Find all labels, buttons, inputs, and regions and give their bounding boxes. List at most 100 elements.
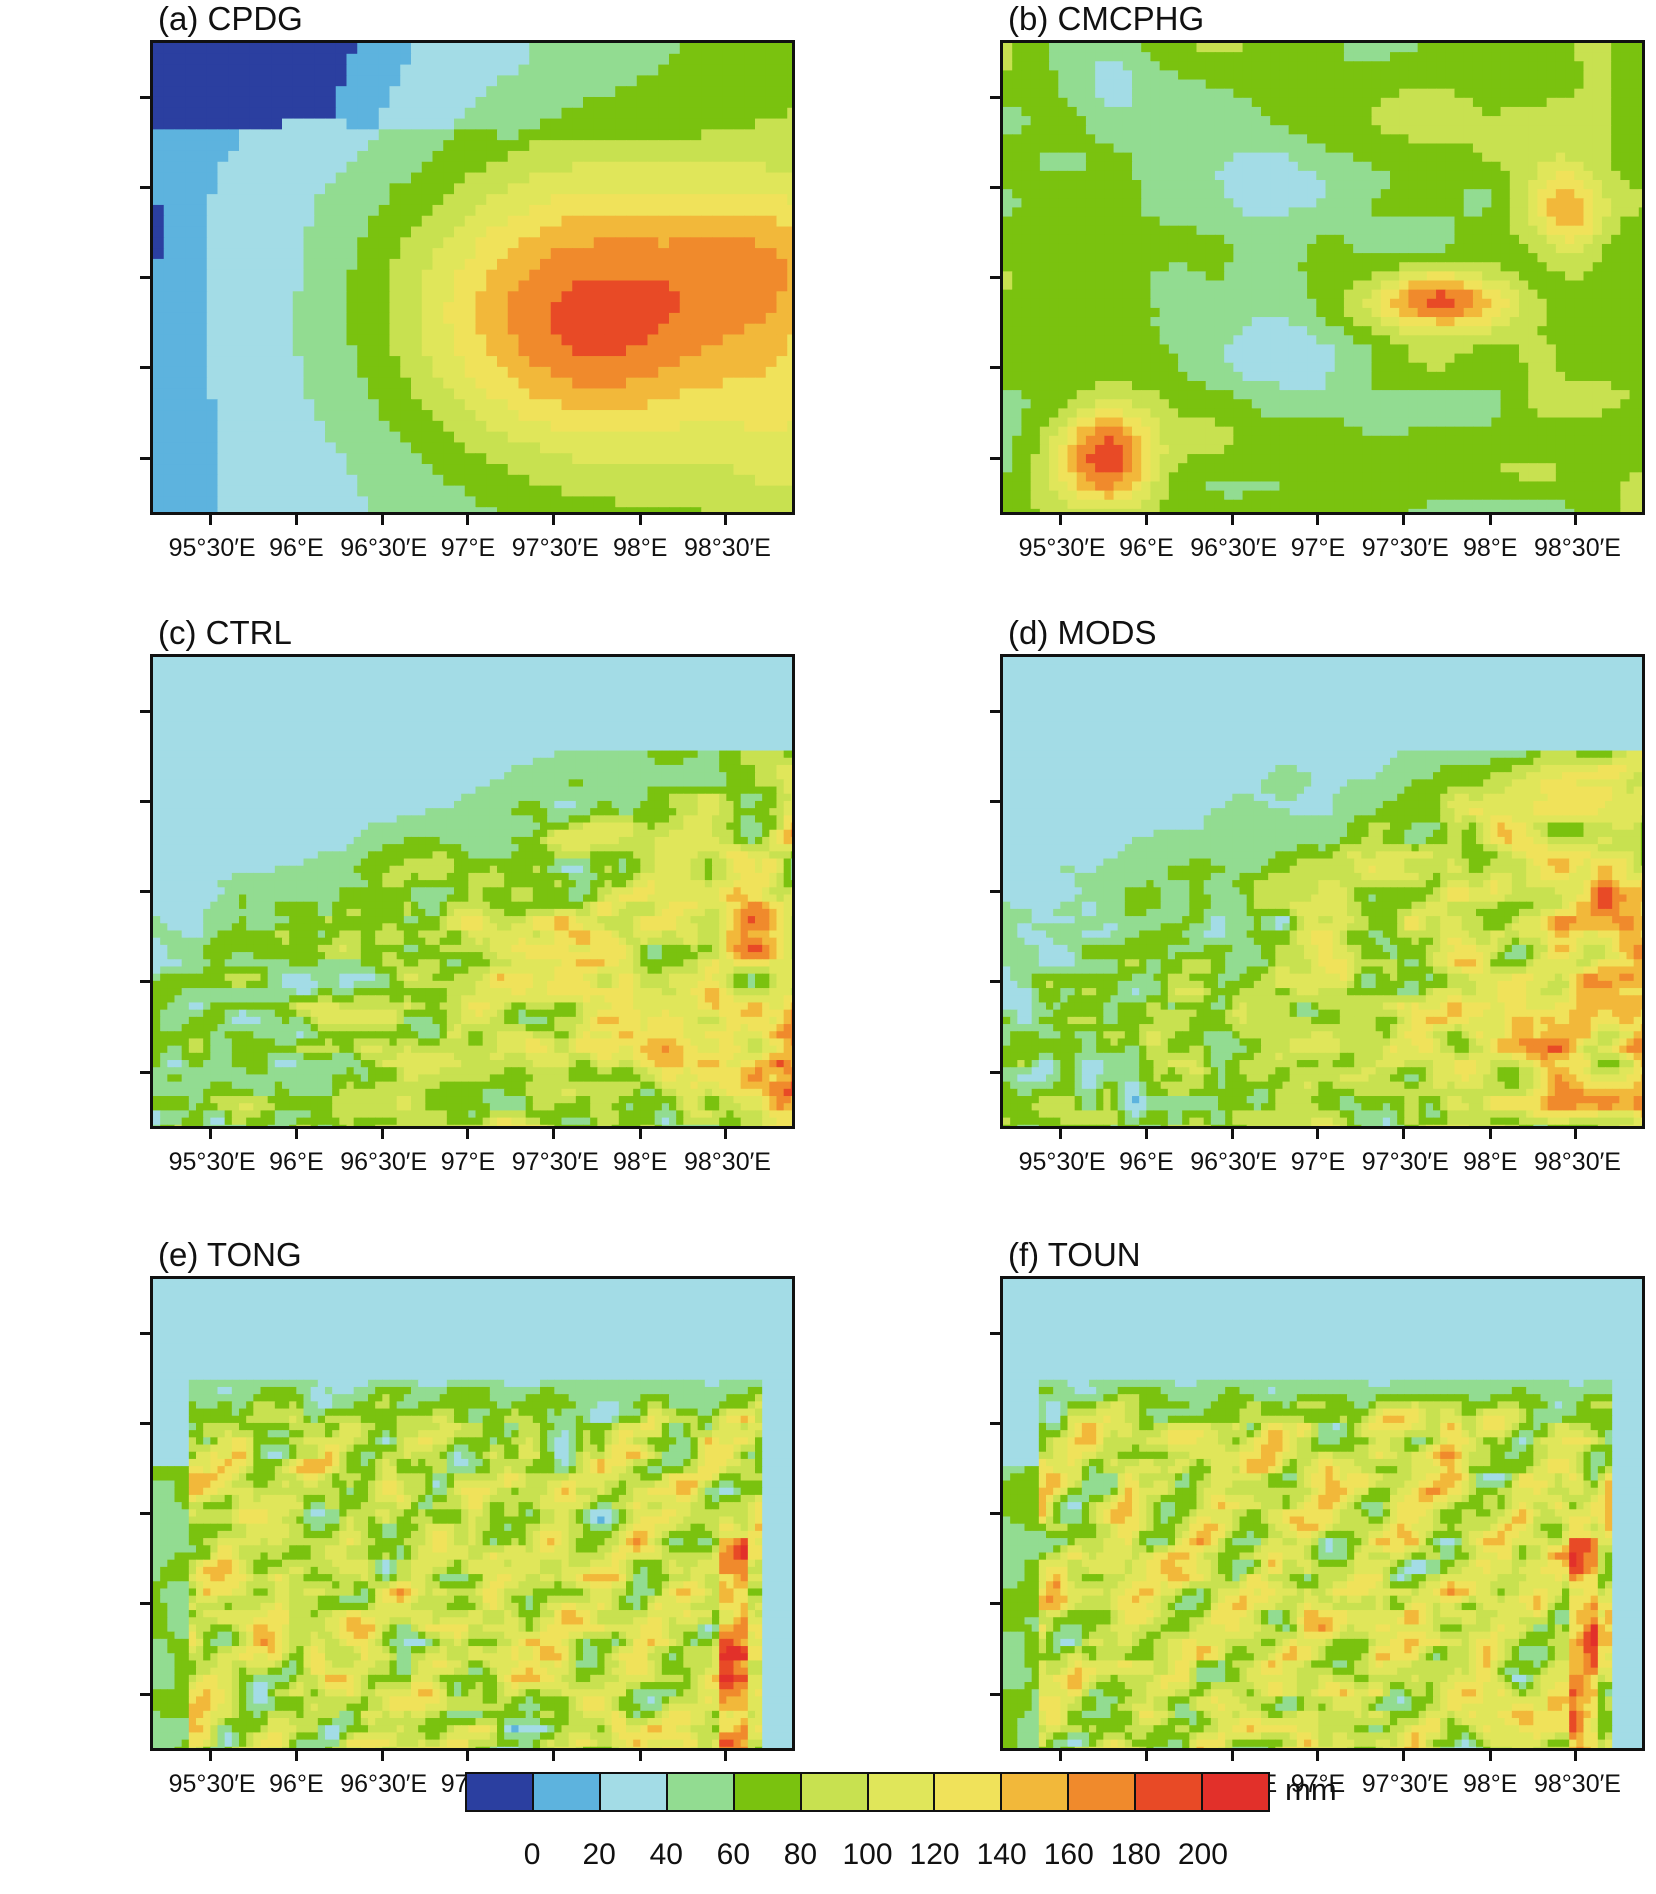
panel-b-cell [1482, 335, 1492, 346]
panel-a-cell [486, 356, 498, 368]
panel-b-cell [1030, 253, 1041, 263]
panel-a-cell [561, 464, 573, 476]
panel-a-cell [733, 64, 745, 76]
panel-b-cell [1261, 326, 1271, 336]
panel-b-cell [1611, 234, 1621, 245]
panel-b-cell [1242, 170, 1253, 181]
panel-b-cell [1463, 97, 1474, 108]
panel-a-cell [411, 345, 423, 357]
panel-a-cell [260, 118, 272, 130]
panel-b-cell [1085, 207, 1096, 218]
panel-b-cell [1049, 225, 1059, 236]
panel-b-cell [1159, 116, 1170, 126]
panel-b-cell [1132, 106, 1142, 117]
panel-a-cell [647, 194, 659, 206]
panel-a-cell [454, 420, 466, 433]
panel-a-cell [271, 507, 283, 512]
panel-a-cell [604, 280, 616, 292]
panel-a-cell [271, 485, 283, 498]
panel-b-cell [1491, 234, 1502, 245]
panel-b-cell [1343, 234, 1354, 245]
panel-b-cell [1583, 307, 1594, 318]
panel-a-cell [249, 366, 262, 379]
panel-a-cell [464, 442, 477, 454]
panel-b-cell [1500, 180, 1511, 190]
panel-a-cell [335, 366, 348, 379]
panel-b-cell [1288, 70, 1299, 81]
panel-a-cell [593, 107, 606, 120]
panel-b-cell [1178, 280, 1188, 291]
panel-b-cell [1132, 198, 1142, 209]
panel-b-cell [1233, 70, 1244, 81]
panel-b-cell [1039, 271, 1050, 282]
panel-a-cell [475, 150, 487, 163]
panel-a-cell [378, 140, 391, 152]
panel-a-cell [378, 129, 391, 141]
panel-a-cell [561, 194, 573, 206]
panel-a-cell [400, 312, 412, 325]
panel-a-cell [292, 258, 305, 271]
panel-a-cell [346, 388, 358, 400]
panel-b-cell [1546, 207, 1557, 218]
panel-b-cell [1629, 216, 1640, 227]
panel-b-cell [1122, 198, 1133, 209]
panel-a-cell [378, 64, 391, 76]
panel-a-cell [325, 75, 337, 87]
panel-b-cell [1150, 52, 1161, 62]
panel-a-cell [335, 215, 348, 228]
panel-a-cell [206, 410, 219, 422]
panel-b-cell [1067, 262, 1078, 272]
panel-b-cell [1343, 271, 1354, 282]
panel-b-cell [1362, 280, 1373, 291]
panel-a-cell [432, 312, 444, 325]
panel-b-cell [1003, 180, 1013, 190]
panel-b-cell [1353, 161, 1363, 172]
panel-a-cell [206, 118, 219, 130]
panel-a-cell [443, 248, 455, 260]
panel-a-cell [314, 453, 326, 465]
panel-a-cell [604, 377, 616, 390]
panel-a-cell [368, 96, 380, 109]
panel-a-cell [153, 75, 165, 87]
panel-a-cell [282, 194, 294, 206]
panel-a-cell [411, 323, 423, 336]
panel-b-cell [1150, 335, 1161, 346]
panel-b-cell [1196, 335, 1207, 346]
panel-a-cell [636, 140, 649, 152]
panel-b-cell [1546, 280, 1557, 291]
panel-a-cell [615, 258, 627, 271]
panel-a-cell [325, 496, 337, 508]
panel-a-cell [765, 485, 778, 498]
panel-b-cell [1067, 180, 1078, 190]
panel-a-cell [733, 194, 745, 206]
panel-b-cell [1251, 125, 1262, 135]
panel-a-cell [765, 64, 778, 76]
panel-a-cell [679, 464, 692, 476]
panel-a-cell [679, 237, 692, 249]
panel-b-cell [1565, 335, 1575, 346]
panel-a-cell [540, 64, 552, 76]
panel-a-cell [701, 248, 713, 260]
panel-a-cell [712, 399, 724, 411]
panel-a-cell [583, 161, 595, 174]
panel-b-cell [1445, 189, 1456, 199]
panel-a-cell [593, 172, 606, 184]
panel-b-cell [1546, 79, 1557, 90]
panel-b-cell [1279, 61, 1290, 71]
panel-b-cell [1279, 70, 1290, 81]
panel-a-cell [540, 334, 552, 346]
panel-a-cell [228, 269, 240, 282]
panel-a-cell [636, 215, 649, 228]
panel-b-cell [1039, 70, 1050, 81]
panel-a-cell [529, 53, 541, 66]
panel-b-cell [1454, 170, 1465, 181]
panel-a-cell [712, 150, 724, 163]
panel-a-cell [507, 399, 520, 411]
panel-b-cell [1214, 70, 1225, 81]
panel-a-cell [314, 410, 326, 422]
panel-b-cell [1583, 216, 1594, 227]
panel-b-cell [1196, 143, 1207, 154]
panel-b-cell [1196, 152, 1207, 163]
panel-a-cell [733, 150, 745, 163]
panel-a-cell [765, 172, 778, 184]
